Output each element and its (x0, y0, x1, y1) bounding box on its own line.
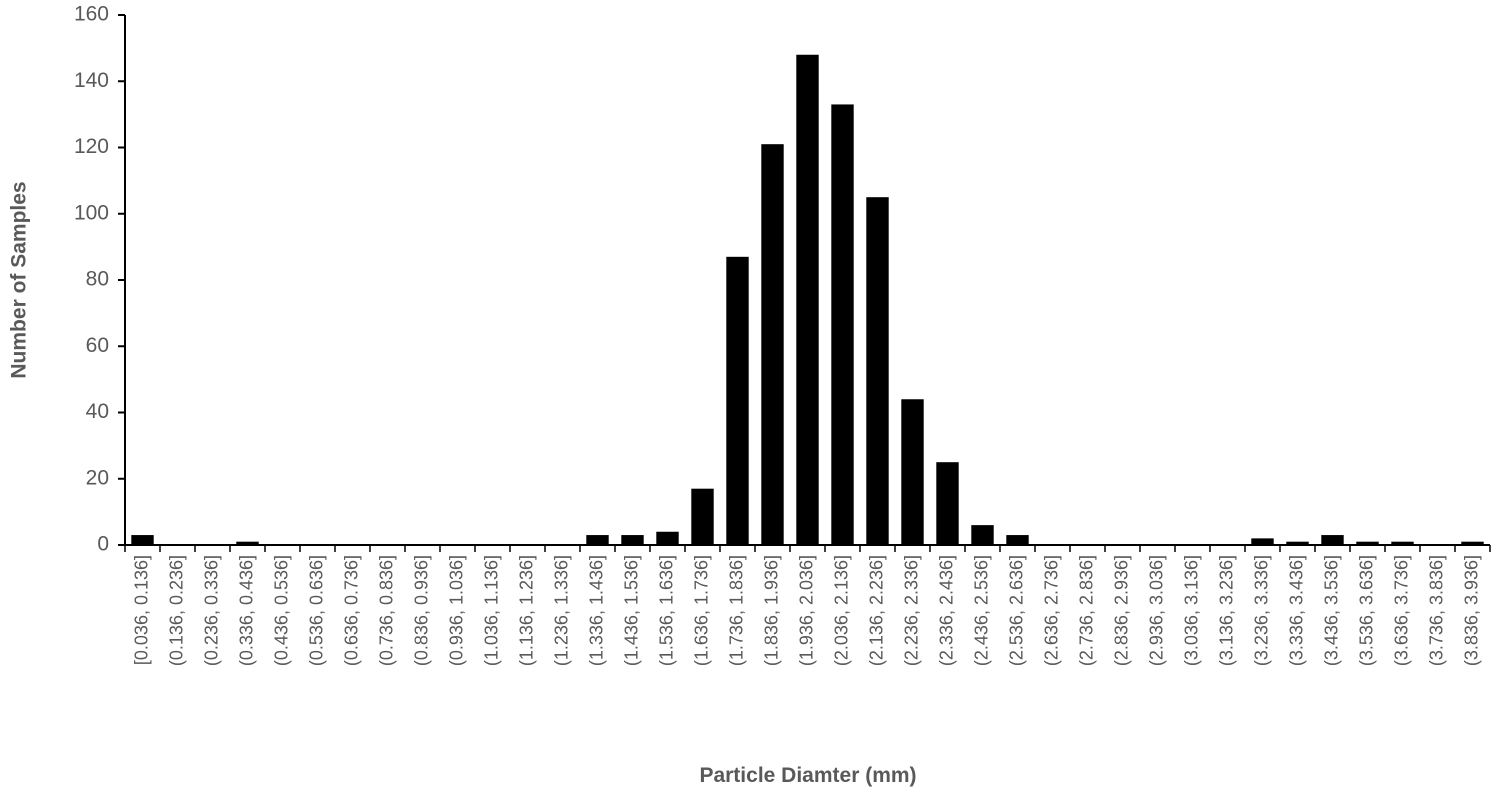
x-tick-label: (0.136, 0.236] (166, 555, 186, 666)
x-tick-label: (1.336, 1.436] (586, 555, 606, 666)
bar (901, 399, 924, 545)
bar (971, 525, 994, 545)
x-tick-label: (2.136, 2.236] (866, 555, 886, 666)
y-tick-label: 160 (74, 3, 109, 26)
x-tick-label: (2.336, 2.436] (936, 555, 956, 666)
x-tick-label: (1.536, 1.636] (656, 555, 676, 666)
y-tick-label: 80 (86, 268, 109, 291)
bar (831, 104, 854, 545)
x-tick-label: (1.036, 1.136] (481, 555, 501, 666)
x-tick-label: (3.436, 3.536] (1321, 555, 1341, 666)
bar (796, 54, 819, 545)
bar (1251, 538, 1274, 545)
y-tick-label: 140 (74, 69, 109, 92)
bar (691, 488, 714, 545)
x-tick-label: (1.936, 2.036] (796, 555, 816, 666)
bar (1006, 535, 1029, 545)
x-tick-label: (3.236, 3.336] (1251, 555, 1271, 666)
bar (761, 144, 784, 545)
x-tick-label: (2.436, 2.536] (971, 555, 991, 666)
x-tick-label: (1.136, 1.236] (516, 555, 536, 666)
x-tick-label: (2.636, 2.736] (1041, 555, 1061, 666)
y-tick-label: 60 (86, 334, 109, 357)
x-tick-label: (0.636, 0.736] (341, 555, 361, 666)
y-tick-label: 20 (86, 466, 109, 489)
y-tick-label: 40 (86, 400, 109, 423)
x-tick-label: (2.536, 2.636] (1006, 555, 1026, 666)
bar (586, 535, 609, 545)
x-tick-label: (2.836, 2.936] (1111, 555, 1131, 666)
bar (656, 531, 679, 545)
bar (1286, 541, 1309, 545)
y-tick-label: 0 (97, 533, 109, 556)
x-tick-label: (3.636, 3.736] (1391, 555, 1411, 666)
x-tick-label: (1.236, 1.336] (551, 555, 571, 666)
x-tick-label: (1.636, 1.736] (691, 555, 711, 666)
x-axis-title: Particle Diamter (mm) (699, 764, 916, 787)
bar (866, 197, 889, 545)
y-tick-label: 120 (74, 135, 109, 158)
x-tick-label: (3.536, 3.636] (1356, 555, 1376, 666)
bar (1461, 541, 1484, 545)
x-tick-label: (0.336, 0.436] (236, 555, 256, 666)
x-tick-label: [0.036, 0.136] (131, 555, 151, 665)
bar (131, 535, 154, 545)
x-tick-label: (3.836, 3.936] (1461, 555, 1481, 666)
bar (1356, 541, 1379, 545)
bar (936, 462, 959, 545)
x-tick-label: (0.836, 0.936] (411, 555, 431, 666)
y-tick-label: 100 (74, 201, 109, 224)
bar (1391, 541, 1414, 545)
x-tick-label: (0.436, 0.536] (271, 555, 291, 666)
x-tick-label: (0.236, 0.336] (201, 555, 221, 666)
x-tick-label: (2.236, 2.336] (901, 555, 921, 666)
x-tick-label: (0.736, 0.836] (376, 555, 396, 666)
bar (236, 541, 259, 545)
bar (1321, 535, 1344, 545)
bar (621, 535, 644, 545)
x-tick-label: (3.336, 3.436] (1286, 555, 1306, 666)
x-tick-label: (1.836, 1.936] (761, 555, 781, 666)
bar (726, 256, 749, 545)
x-tick-label: (2.736, 2.836] (1076, 555, 1096, 666)
x-tick-label: (1.736, 1.836] (726, 555, 746, 666)
x-tick-label: (2.936, 3.036] (1146, 555, 1166, 666)
x-tick-label: (0.536, 0.636] (306, 555, 326, 666)
y-axis-title: Number of Samples (8, 181, 31, 378)
x-tick-label: (1.436, 1.536] (621, 555, 641, 666)
x-tick-label: (3.036, 3.136] (1181, 555, 1201, 666)
x-tick-label: (3.736, 3.836] (1426, 555, 1446, 666)
x-tick-label: (2.036, 2.136] (831, 555, 851, 666)
x-tick-label: (0.936, 1.036] (446, 555, 466, 666)
x-tick-label: (3.136, 3.236] (1216, 555, 1236, 666)
